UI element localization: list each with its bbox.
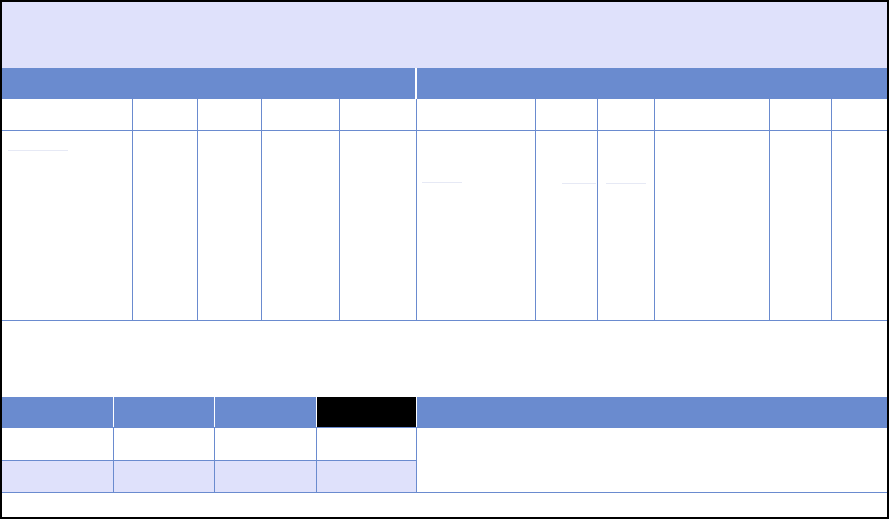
- column-header-7[interactable]: [536, 99, 597, 130]
- table-cell[interactable]: [598, 131, 654, 319]
- table-cell[interactable]: [340, 131, 416, 319]
- faint-rule: [562, 183, 596, 184]
- bottom-cell[interactable]: [2, 461, 113, 492]
- column-divider: [416, 99, 417, 321]
- faint-rule: [422, 182, 462, 183]
- bottom-header-1[interactable]: [2, 397, 113, 427]
- column-divider: [597, 99, 598, 321]
- table-cell[interactable]: [262, 131, 339, 319]
- header-divider: [214, 397, 215, 427]
- title-band: [2, 2, 887, 68]
- column-divider: [214, 428, 215, 492]
- column-divider: [197, 99, 198, 321]
- table-cell[interactable]: [198, 131, 261, 319]
- column-header-3[interactable]: [198, 99, 261, 130]
- table-cell[interactable]: [417, 131, 535, 319]
- column-divider: [831, 99, 832, 321]
- table-cell[interactable]: [832, 131, 887, 319]
- left-section-header[interactable]: [2, 68, 415, 99]
- column-header-8[interactable]: [598, 99, 654, 130]
- bottom-header-rule: [2, 427, 887, 428]
- column-divider: [535, 99, 536, 321]
- row-rule: [2, 460, 417, 461]
- table-cell[interactable]: [133, 131, 197, 319]
- bottom-cell[interactable]: [317, 429, 416, 460]
- table-bottom-rule: [2, 320, 887, 321]
- faint-rule: [606, 183, 646, 184]
- section-divider: [415, 68, 417, 99]
- header-divider: [416, 397, 417, 427]
- column-header-5[interactable]: [340, 99, 416, 130]
- bottom-header-5[interactable]: [417, 397, 887, 427]
- bottom-cell[interactable]: [317, 461, 416, 492]
- bottom-cell[interactable]: [114, 461, 214, 492]
- table-cell[interactable]: [770, 131, 831, 319]
- table-cell[interactable]: [2, 131, 132, 319]
- column-divider: [316, 428, 317, 492]
- column-header-6[interactable]: [417, 99, 535, 130]
- right-section-header[interactable]: [417, 68, 887, 99]
- column-header-1[interactable]: [2, 99, 132, 130]
- header-divider: [113, 397, 114, 427]
- column-header-10[interactable]: [770, 99, 831, 130]
- bottom-table-rule: [2, 492, 887, 493]
- column-divider: [132, 99, 133, 321]
- faint-rule: [8, 150, 68, 151]
- column-header-11[interactable]: [832, 99, 887, 130]
- table-cell[interactable]: [536, 131, 597, 319]
- column-header-2[interactable]: [133, 99, 197, 130]
- bottom-cell[interactable]: [215, 461, 316, 492]
- column-divider: [261, 99, 262, 321]
- bottom-header-3[interactable]: [215, 397, 316, 427]
- column-divider: [769, 99, 770, 321]
- bottom-cell[interactable]: [2, 429, 113, 460]
- bottom-cell[interactable]: [114, 429, 214, 460]
- header-divider: [316, 397, 317, 427]
- bottom-cell[interactable]: [215, 429, 316, 460]
- column-divider: [416, 428, 417, 492]
- table-cell[interactable]: [655, 131, 769, 319]
- bottom-header-2[interactable]: [114, 397, 214, 427]
- column-divider: [654, 99, 655, 321]
- column-divider: [339, 99, 340, 321]
- column-header-9[interactable]: [655, 99, 769, 130]
- header-rule: [2, 130, 887, 131]
- bottom-header-4-selected[interactable]: [317, 397, 416, 427]
- column-divider: [113, 428, 114, 492]
- column-header-4[interactable]: [262, 99, 339, 130]
